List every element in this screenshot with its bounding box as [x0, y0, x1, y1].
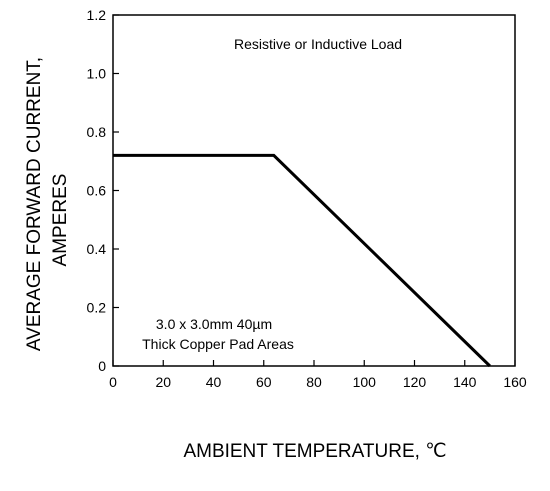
y-axis-title-line-2: AMPERES [50, 174, 71, 267]
x-tick-label: 0 [109, 374, 117, 390]
x-tick-label: 80 [306, 374, 322, 390]
y-axis-ticks: 0 0.2 0.4 0.6 0.8 1.0 1.2 [87, 7, 119, 374]
y-tick-label: 1.0 [87, 66, 107, 82]
x-tick-label: 40 [206, 374, 222, 390]
y-tick-label: 1.2 [87, 7, 107, 23]
annotation-load-type: Resistive or Inductive Load [234, 36, 402, 52]
annotation-pad-type: Thick Copper Pad Areas [142, 336, 294, 352]
y-tick-label: 0.4 [87, 241, 107, 257]
y-tick-label: 0.6 [87, 183, 107, 199]
x-tick-label: 120 [403, 374, 427, 390]
x-tick-label: 20 [155, 374, 171, 390]
x-tick-label: 140 [453, 374, 477, 390]
x-axis-title: AMBIENT TEMPERATURE, ℃ [183, 441, 446, 462]
y-tick-label: 0.2 [87, 300, 107, 316]
x-tick-label: 60 [256, 374, 272, 390]
x-axis-ticks: 0 20 40 60 80 100 120 140 160 [109, 360, 527, 390]
series-line [113, 153, 491, 368]
y-axis-title-line-1: AVERAGE FORWARD CURRENT, [24, 57, 45, 351]
x-tick-label: 160 [503, 374, 527, 390]
y-tick-label: 0.8 [87, 124, 107, 140]
plot-frame [112, 14, 516, 367]
x-tick-label: 100 [353, 374, 377, 390]
series-layer [113, 153, 491, 368]
y-tick-label: 0 [98, 358, 106, 374]
annotation-pad-size: 3.0 x 3.0mm 40µm [156, 316, 272, 332]
